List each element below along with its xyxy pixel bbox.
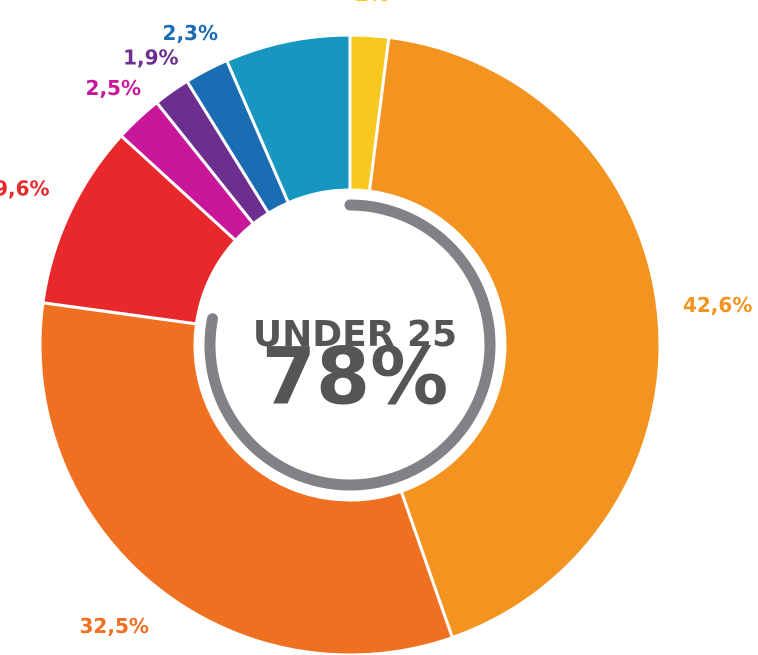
slice-label: 2,5%: [86, 76, 141, 100]
center-label: UNDER 25: [253, 314, 457, 355]
slice-label: 9,6%: [0, 176, 50, 200]
slice: [38, 301, 455, 655]
slice: [367, 35, 662, 640]
center-arc: [204, 199, 496, 491]
center-value: 78%: [262, 332, 449, 422]
slice-label: 42,6%: [683, 293, 752, 317]
slice-label: 1,9%: [123, 45, 178, 69]
slice: [224, 33, 352, 205]
slice-label: 2%: [355, 0, 389, 6]
slice-label: 2,3%: [163, 21, 218, 45]
slice-label: 32,5%: [80, 614, 149, 638]
